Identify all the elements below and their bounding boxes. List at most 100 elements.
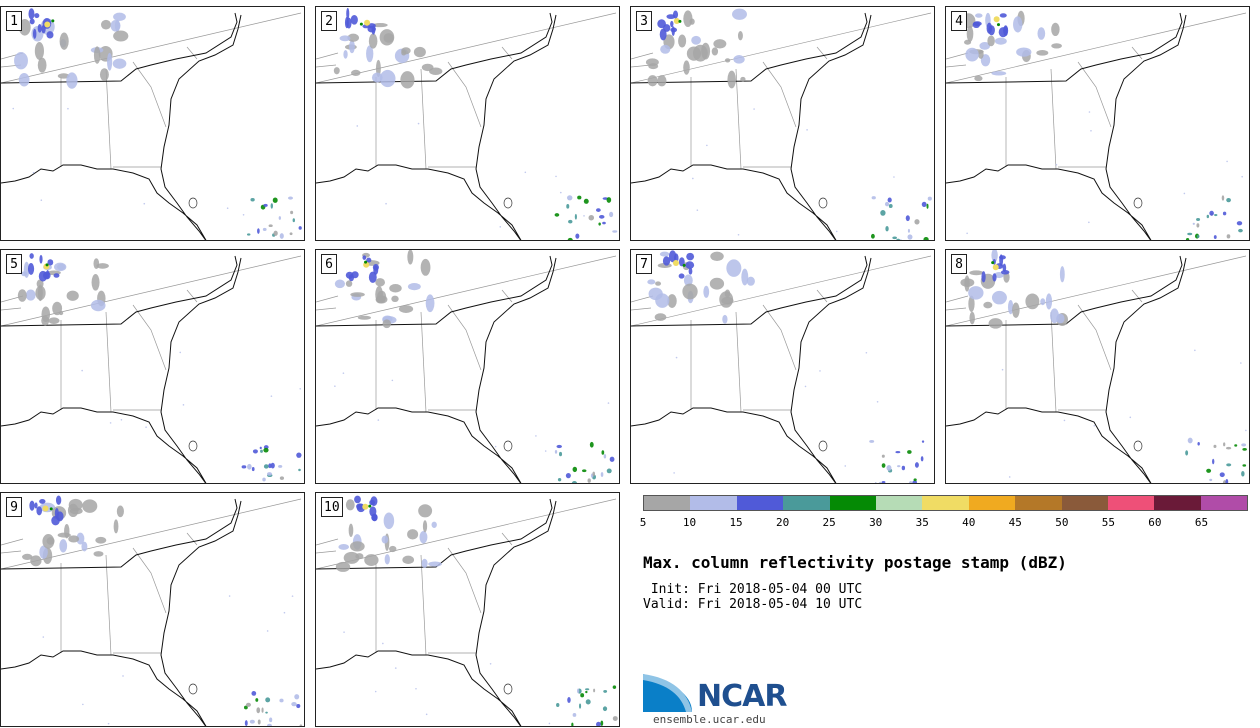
reflectivity-cell — [991, 71, 1007, 76]
reflectivity-cell — [51, 19, 55, 23]
reflectivity-cell — [30, 555, 42, 567]
reflectivity-cell — [1183, 192, 1186, 195]
reflectivity-cell — [1088, 111, 1091, 113]
reflectivity-cell — [992, 264, 999, 271]
panel-label: 7 — [636, 254, 652, 274]
state-border — [316, 12, 617, 84]
reflectivity-cell — [242, 213, 245, 216]
reflectivity-cell — [1240, 362, 1242, 364]
state-border — [186, 46, 198, 60]
lake-okeechobee — [1133, 440, 1143, 452]
reflectivity-cell — [299, 387, 302, 390]
reflectivity-cell — [1213, 235, 1217, 239]
reflectivity-cell — [1226, 446, 1232, 450]
reflectivity-cell — [364, 19, 371, 26]
reflectivity-cell — [375, 278, 386, 287]
reflectivity-cell — [12, 107, 15, 110]
reflectivity-cell — [43, 271, 51, 280]
colorbar-segment — [968, 496, 1016, 510]
state-border — [1050, 311, 1057, 413]
reflectivity-cell — [1238, 228, 1243, 233]
reflectivity-cell — [374, 690, 377, 693]
reflectivity-cell — [892, 236, 897, 240]
reflectivity-cell — [260, 449, 263, 453]
colorbar-tick-label: 5 — [639, 516, 647, 529]
reflectivity-cell — [42, 534, 55, 549]
reflectivity-cell — [420, 258, 431, 276]
reflectivity-cell — [673, 472, 675, 474]
coastline — [1, 498, 242, 726]
reflectivity-cell — [585, 690, 588, 694]
reflectivity-cell — [41, 306, 51, 322]
reflectivity-cell — [279, 233, 284, 239]
reflectivity-cell — [68, 535, 80, 543]
reflectivity-cell — [577, 688, 580, 694]
reflectivity-cell — [1196, 234, 1200, 238]
colorbar-segment — [644, 496, 691, 510]
reflectivity-cell — [893, 176, 895, 178]
state-border — [631, 295, 654, 303]
reflectivity-cell — [1209, 478, 1213, 482]
reflectivity-cell — [589, 441, 594, 448]
reflectivity-cell — [568, 219, 573, 224]
reflectivity-cell — [385, 202, 387, 205]
reflectivity-cell — [686, 252, 695, 261]
reflectivity-cell — [1212, 458, 1215, 465]
reflectivity-cell — [673, 18, 680, 25]
state-border — [631, 64, 652, 68]
reflectivity-cell — [81, 541, 88, 552]
reflectivity-cell — [696, 209, 699, 211]
reflectivity-cell — [683, 274, 693, 287]
reflectivity-cell — [1242, 447, 1247, 451]
reflectivity-cell — [384, 554, 390, 565]
reflectivity-cell — [678, 19, 682, 23]
init-time: Init: Fri 2018-05-04 00 UTC — [643, 582, 863, 597]
logo-url: ensemble.ucar.edu — [653, 713, 766, 726]
reflectivity-cell — [93, 258, 100, 270]
state-border — [316, 52, 339, 60]
reflectivity-cell — [1185, 238, 1190, 240]
reflectivity-cell — [228, 595, 231, 597]
reflectivity-cell — [1223, 442, 1226, 447]
reflectivity-cell — [428, 561, 442, 567]
member-panel: 7 — [630, 249, 935, 484]
reflectivity-cell — [57, 263, 66, 271]
state-border — [735, 68, 742, 170]
reflectivity-cell — [1000, 270, 1010, 275]
reflectivity-cell — [343, 551, 360, 564]
colorbar-segment — [783, 496, 830, 510]
lake-okeechobee — [1133, 197, 1143, 209]
reflectivity-cell — [42, 505, 49, 512]
state-border — [186, 532, 198, 546]
reflectivity-cell — [978, 49, 984, 59]
reflectivity-cell — [39, 545, 48, 559]
reflectivity-cell — [577, 195, 582, 200]
member-panel: 10 — [315, 492, 620, 727]
reflectivity-cell — [67, 503, 79, 518]
reflectivity-cell — [418, 504, 433, 518]
reflectivity-cell — [1003, 26, 1008, 32]
reflectivity-cell — [29, 253, 34, 259]
reflectivity-cell — [359, 22, 363, 26]
ncar-logo-icon — [643, 674, 692, 712]
reflectivity-cell — [244, 720, 248, 726]
state-border — [316, 255, 617, 327]
panel-label: 6 — [321, 254, 337, 274]
reflectivity-cell — [344, 16, 349, 29]
reflectivity-cell — [1056, 313, 1065, 324]
reflectivity-cell — [273, 230, 278, 236]
colorbar-tick-label: 25 — [822, 516, 836, 529]
reflectivity-cell — [48, 317, 60, 324]
reflectivity-cell — [36, 279, 44, 289]
reflectivity-cell — [992, 273, 997, 282]
reflectivity-cell — [1225, 478, 1229, 483]
state-border — [1, 255, 302, 327]
reflectivity-cell — [54, 507, 59, 519]
reflectivity-cell — [1088, 221, 1090, 224]
reflectivity-cell — [373, 265, 379, 275]
reflectivity-cell — [913, 478, 917, 482]
state-border — [186, 289, 198, 303]
reflectivity-cell — [1045, 293, 1053, 310]
lake-okeechobee — [188, 197, 198, 209]
state-border — [1, 12, 302, 84]
